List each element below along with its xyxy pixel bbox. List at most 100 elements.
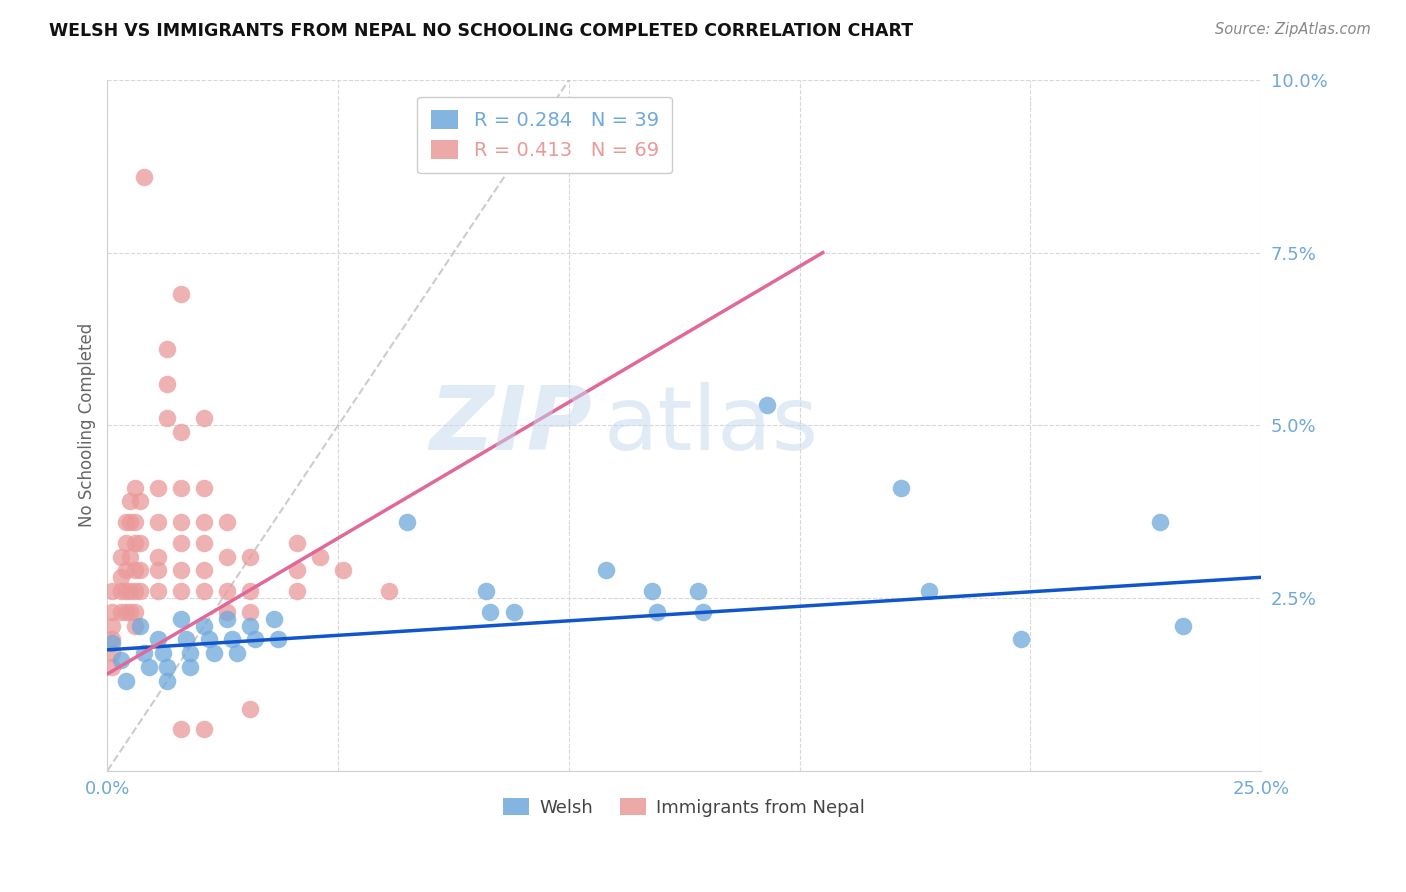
Point xyxy=(115,584,138,599)
Point xyxy=(217,515,239,529)
Point xyxy=(193,535,215,549)
Point xyxy=(308,549,330,564)
Text: ZIP: ZIP xyxy=(429,382,592,469)
Point xyxy=(124,535,146,549)
Point xyxy=(156,376,179,391)
Point xyxy=(1010,632,1032,647)
Point xyxy=(110,549,132,564)
Point xyxy=(688,584,710,599)
Point xyxy=(101,646,124,660)
Point xyxy=(170,723,193,737)
Point xyxy=(170,563,193,577)
Point xyxy=(156,343,179,357)
Point xyxy=(146,549,169,564)
Point xyxy=(115,563,138,577)
Point xyxy=(641,584,664,599)
Point xyxy=(128,618,150,632)
Point xyxy=(110,653,132,667)
Text: atlas: atlas xyxy=(603,382,818,469)
Point xyxy=(179,646,201,660)
Point xyxy=(502,605,524,619)
Point xyxy=(134,646,156,660)
Point xyxy=(890,481,912,495)
Point xyxy=(115,535,138,549)
Point xyxy=(179,660,201,674)
Point xyxy=(285,563,308,577)
Point xyxy=(120,549,142,564)
Point xyxy=(110,570,132,584)
Point xyxy=(332,563,354,577)
Legend: Welsh, Immigrants from Nepal: Welsh, Immigrants from Nepal xyxy=(496,790,873,824)
Point xyxy=(193,411,215,425)
Point xyxy=(110,584,132,599)
Point xyxy=(110,605,132,619)
Point xyxy=(217,605,239,619)
Point xyxy=(239,584,262,599)
Point xyxy=(124,584,146,599)
Point xyxy=(128,563,150,577)
Point xyxy=(146,632,169,647)
Point xyxy=(170,535,193,549)
Point xyxy=(156,411,179,425)
Point xyxy=(128,535,150,549)
Point xyxy=(152,646,174,660)
Point xyxy=(124,563,146,577)
Point xyxy=(479,605,502,619)
Point xyxy=(101,618,124,632)
Point xyxy=(170,612,193,626)
Point xyxy=(217,549,239,564)
Point xyxy=(217,584,239,599)
Point xyxy=(239,701,262,715)
Point xyxy=(239,605,262,619)
Point xyxy=(243,632,266,647)
Point xyxy=(193,563,215,577)
Point xyxy=(1171,618,1194,632)
Point xyxy=(645,605,668,619)
Point xyxy=(170,481,193,495)
Point xyxy=(170,584,193,599)
Point xyxy=(263,612,285,626)
Point xyxy=(193,481,215,495)
Point xyxy=(146,584,169,599)
Point xyxy=(115,515,138,529)
Text: Source: ZipAtlas.com: Source: ZipAtlas.com xyxy=(1215,22,1371,37)
Point xyxy=(285,584,308,599)
Point xyxy=(120,605,142,619)
Point xyxy=(267,632,290,647)
Point xyxy=(120,584,142,599)
Point xyxy=(239,618,262,632)
Point xyxy=(170,425,193,440)
Point xyxy=(193,515,215,529)
Point xyxy=(170,287,193,301)
Point xyxy=(378,584,401,599)
Point xyxy=(202,646,225,660)
Point xyxy=(120,515,142,529)
Point xyxy=(156,660,179,674)
Point xyxy=(101,605,124,619)
Point xyxy=(239,549,262,564)
Point xyxy=(918,584,941,599)
Point xyxy=(692,605,714,619)
Point xyxy=(156,673,179,688)
Point xyxy=(193,618,215,632)
Point xyxy=(115,605,138,619)
Point xyxy=(101,584,124,599)
Point xyxy=(193,584,215,599)
Point xyxy=(120,494,142,508)
Point xyxy=(124,618,146,632)
Point xyxy=(134,169,156,184)
Point xyxy=(396,515,419,529)
Point xyxy=(128,584,150,599)
Point xyxy=(285,535,308,549)
Point xyxy=(101,632,124,647)
Point xyxy=(124,605,146,619)
Y-axis label: No Schooling Completed: No Schooling Completed xyxy=(79,323,96,527)
Point xyxy=(146,515,169,529)
Point xyxy=(221,632,243,647)
Point xyxy=(174,632,197,647)
Point xyxy=(756,398,779,412)
Point xyxy=(595,563,617,577)
Point xyxy=(146,563,169,577)
Text: WELSH VS IMMIGRANTS FROM NEPAL NO SCHOOLING COMPLETED CORRELATION CHART: WELSH VS IMMIGRANTS FROM NEPAL NO SCHOOL… xyxy=(49,22,914,40)
Point xyxy=(146,481,169,495)
